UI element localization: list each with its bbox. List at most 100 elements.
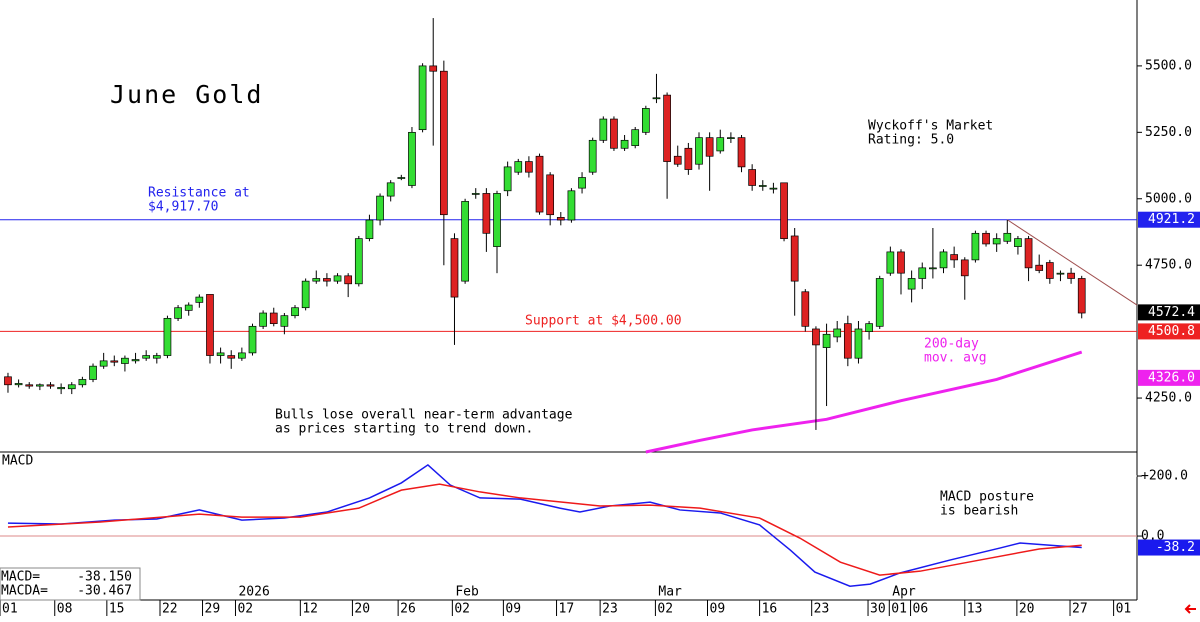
- candle-body: [1014, 238, 1022, 247]
- candle-body: [110, 360, 119, 363]
- candle-body: [801, 291, 810, 327]
- macd-note: MACD posture: [940, 490, 1034, 505]
- candle-body: [280, 315, 289, 327]
- candle-body: [89, 365, 97, 380]
- x-tick-label: 22: [162, 602, 178, 617]
- candle-body: [216, 352, 225, 356]
- candle-body: [184, 304, 193, 311]
- candle-body: [769, 187, 778, 190]
- candle-body: [1035, 264, 1044, 271]
- comment-note: as prices starting to trend down.: [275, 422, 533, 437]
- candle-body: [471, 193, 480, 195]
- candle-body: [57, 387, 65, 390]
- candle-body: [152, 355, 161, 359]
- x-tick-label: 13: [967, 602, 983, 617]
- candle-body: [227, 355, 236, 359]
- candle-body: [291, 307, 299, 317]
- x-tick-label: 27: [1072, 602, 1088, 617]
- candle-body: [514, 161, 523, 173]
- x-tick-label: 17: [559, 602, 575, 617]
- candle-body: [780, 182, 788, 239]
- candle-body: [695, 137, 703, 165]
- x-tick-label: 02: [237, 602, 253, 617]
- comment-note: Bulls lose overall near-term advantage: [275, 408, 573, 423]
- candle-body: [535, 155, 544, 213]
- scroll-arrow[interactable]: [1184, 604, 1196, 614]
- candle-body: [386, 182, 395, 197]
- candle-body: [578, 177, 586, 189]
- macd-tag-label: -38.2: [1156, 540, 1195, 555]
- candle-body: [652, 97, 661, 100]
- readout-value: -38.150: [77, 570, 132, 585]
- y-tick-label: 4250.0: [1145, 391, 1192, 406]
- rating-note: Wyckoff's Market: [868, 119, 993, 134]
- candle-body: [992, 238, 1001, 245]
- month-label: 2026: [238, 585, 269, 600]
- candle-body: [174, 307, 182, 319]
- candle-body: [248, 325, 257, 354]
- candle-body: [641, 108, 650, 133]
- candle-body: [684, 147, 693, 170]
- candle-body: [163, 317, 172, 356]
- candle-body: [865, 323, 873, 332]
- candle-body: [1056, 272, 1065, 275]
- candle-body: [99, 360, 108, 367]
- candle-body: [1067, 272, 1075, 279]
- readout-value: -30.467: [77, 584, 132, 599]
- candle-body: [323, 278, 331, 282]
- candle-body: [716, 137, 725, 152]
- candle-body: [408, 131, 416, 186]
- price-tag-label: 4500.8: [1148, 324, 1195, 339]
- x-tick-label: 02: [454, 602, 470, 617]
- x-tick-label: 20: [1019, 602, 1035, 617]
- x-tick-label: 01: [891, 602, 907, 617]
- candle-body: [354, 238, 363, 285]
- candle-body: [450, 238, 459, 298]
- candle-body: [982, 232, 990, 245]
- macd-line: [7, 483, 1082, 576]
- candle-body: [599, 118, 608, 141]
- price-tag: [1138, 323, 1200, 340]
- x-tick-label: 01: [2, 602, 18, 617]
- candle-body: [897, 251, 905, 274]
- candle-body: [907, 278, 916, 290]
- candle-body: [78, 379, 87, 386]
- month-label: Apr: [892, 585, 916, 600]
- chart-title: June Gold: [110, 80, 263, 109]
- candle-body: [737, 137, 746, 168]
- candle-body: [525, 161, 533, 173]
- candle-body: [461, 201, 469, 282]
- candle-body: [854, 328, 863, 359]
- candle-body: [705, 137, 714, 157]
- candle-body: [822, 333, 831, 348]
- candle-body: [673, 155, 682, 165]
- candle-body: [620, 139, 629, 149]
- price-tag: [1138, 211, 1200, 228]
- x-tick-label: 20: [354, 602, 370, 617]
- x-tick-label: 08: [57, 602, 73, 617]
- moving-average: [645, 350, 1083, 454]
- candle-body: [418, 65, 427, 131]
- x-tick-label: 12: [302, 602, 318, 617]
- x-tick-label: 09: [710, 602, 726, 617]
- x-tick-label: 09: [505, 602, 521, 617]
- x-tick-label: 01: [1116, 602, 1132, 617]
- x-tick-label: 16: [762, 602, 778, 617]
- readout-box: [0, 567, 141, 601]
- candle-body: [588, 139, 597, 173]
- candle-body: [429, 65, 438, 72]
- price-tag-label: 4572.4: [1148, 305, 1195, 320]
- candle-body: [567, 190, 576, 221]
- candle-body: [142, 355, 151, 359]
- candle-body: [971, 232, 980, 261]
- y-tick-label: 5000.0: [1145, 191, 1192, 206]
- x-tick-label: 23: [814, 602, 830, 617]
- candle-body: [195, 296, 204, 303]
- resistance-note: $4,917.70: [148, 200, 218, 215]
- candle-body: [918, 267, 927, 279]
- trendline: [1007, 219, 1138, 306]
- candle-body: [439, 70, 448, 216]
- candle-body: [312, 278, 321, 282]
